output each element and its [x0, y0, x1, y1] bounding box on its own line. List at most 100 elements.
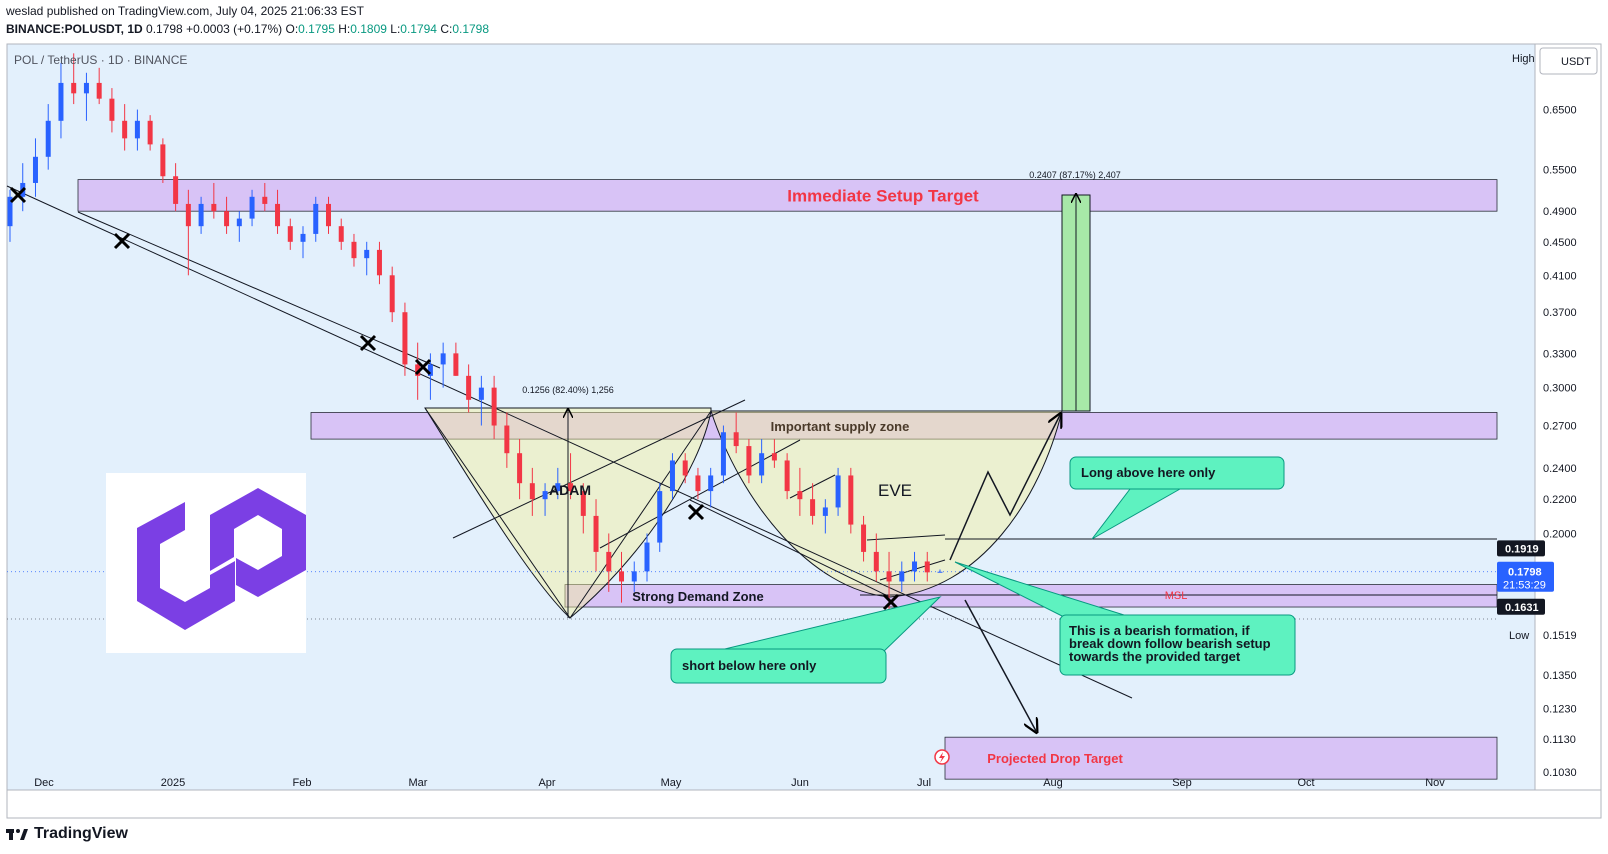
close-label: C:: [440, 22, 453, 36]
flag-line-top: [866, 534, 946, 541]
candle-body: [351, 241, 357, 259]
y-tick-label: 0.4500: [1543, 237, 1577, 249]
callout-bearish-text: This is a bearish formation, if break dow…: [1069, 623, 1271, 664]
candle-body: [427, 364, 433, 376]
candle-body: [568, 483, 574, 492]
candle-body: [555, 483, 561, 492]
candle-body: [453, 353, 459, 376]
candle-body: [669, 460, 675, 492]
currency-box[interactable]: [1539, 47, 1598, 75]
candle-body: [338, 226, 344, 242]
candle-body: [224, 211, 230, 227]
candle-body: [861, 524, 867, 552]
candle-body: [720, 432, 726, 476]
candle-body: [593, 515, 599, 552]
y-tick-label: 0.5500: [1543, 165, 1577, 177]
x-tick-label: Dec: [34, 777, 54, 789]
high-label: H:: [338, 22, 351, 36]
price-tag-current-value: 0.1798: [1508, 567, 1542, 579]
y-tick-label: 0.6500: [1543, 105, 1577, 117]
msl-label: MSL: [1165, 590, 1188, 602]
x-marker: [113, 232, 131, 250]
y-tick-label: 0.3300: [1543, 348, 1577, 360]
candle-body: [708, 475, 714, 492]
x-marker: [359, 334, 377, 352]
candle-body: [466, 375, 472, 400]
chart-title: POL / TetherUS · 1D · BINANCE: [14, 53, 187, 67]
candle-body: [491, 387, 497, 426]
x-tick-label: Jul: [917, 777, 931, 789]
rising-line-adam-2: [599, 439, 801, 549]
zone-rect: [944, 736, 1498, 780]
candle-body: [376, 249, 382, 276]
candle-body: [211, 203, 217, 212]
symbol-ohlc-line: BINANCE:POLUSDT, 1D 0.1798 +0.0003 (+0.1…: [6, 22, 489, 36]
candle-body: [147, 120, 153, 145]
time-axis[interactable]: [6, 789, 1602, 819]
candle-body: [810, 499, 816, 516]
x-tick-label: Apr: [538, 777, 555, 789]
candle-body: [759, 453, 765, 476]
candle-body: [32, 156, 38, 183]
x-tick-label: Aug: [1043, 777, 1063, 789]
y-tick-label: 0.1350: [1543, 670, 1577, 682]
callout-bearish-line: towards the provided target: [1069, 649, 1241, 664]
candle-body: [542, 491, 548, 500]
x-marker: [882, 593, 900, 611]
y-tick-label: 0.4100: [1543, 270, 1577, 282]
candle-body: [478, 387, 484, 400]
callout-bearish-line: This is a bearish formation, if: [1069, 623, 1250, 638]
y-tick-label: 0.2200: [1543, 494, 1577, 506]
swing-line: [689, 499, 891, 598]
last-price: 0.1798: [146, 22, 183, 36]
candle-body: [313, 203, 319, 234]
candle-body: [415, 364, 421, 376]
candle-body: [504, 425, 510, 454]
x-tick-label: Sep: [1172, 777, 1192, 789]
candle-body: [822, 507, 828, 516]
candle-body: [389, 275, 395, 313]
candle-body: [771, 453, 777, 461]
low-label: L:: [390, 22, 401, 36]
eve-label: EVE: [878, 481, 912, 500]
x-tick-label: Feb: [293, 777, 312, 789]
downtrend-line-upper: [77, 211, 441, 369]
x-tick-label: Nov: [1425, 777, 1445, 789]
price-tag-level: [1497, 598, 1545, 615]
candle-body: [529, 483, 535, 500]
callout-long-box: [1069, 456, 1285, 490]
close-value: 0.1798: [452, 22, 490, 36]
x-marker: [9, 186, 27, 204]
price-tag-level-value: 0.1919: [1505, 543, 1539, 555]
x-tick-label: Mar: [409, 777, 428, 789]
candle-body: [262, 196, 268, 204]
bullish-projection-arrow: [949, 415, 1060, 561]
tradingview-brand-label: TradingView: [34, 825, 128, 842]
price-tag-current: [1497, 561, 1554, 592]
polygon-logo: [106, 473, 306, 653]
candle-body: [249, 196, 255, 219]
candle-body: [7, 196, 13, 227]
y-tick-label: 0.2000: [1543, 528, 1577, 540]
x-tick-label: Oct: [1297, 777, 1314, 789]
open-value: 0.1795: [298, 22, 335, 36]
candle-body: [134, 120, 140, 139]
candle-body: [83, 82, 89, 94]
candle-body: [300, 233, 306, 242]
tradingview-brand[interactable]: TradingView: [6, 825, 128, 843]
candle-body: [173, 176, 179, 204]
candle-body: [746, 446, 752, 476]
event-lightning-glyph: [939, 752, 945, 763]
symbol-label: BINANCE:POLUSDT, 1D: [6, 22, 143, 36]
price-axis[interactable]: [1534, 43, 1602, 791]
x-marker: [414, 358, 432, 376]
currency-label: USDT: [1561, 56, 1591, 68]
y-tick-label: 0.3000: [1543, 383, 1577, 395]
x-marker: [687, 503, 705, 521]
downtrend-line-main: [6, 185, 1133, 699]
candle-body: [606, 551, 612, 572]
eve-pattern-shape: [710, 410, 1063, 598]
high-value: 0.1809: [350, 22, 387, 36]
candle-body: [619, 571, 625, 582]
